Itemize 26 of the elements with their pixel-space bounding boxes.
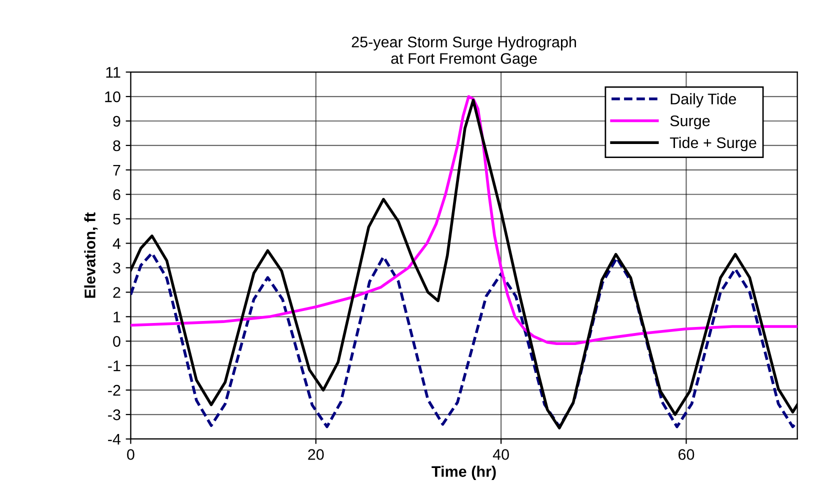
y-tick-label: 4: [112, 238, 121, 249]
legend-label: Tide + Surge: [670, 136, 756, 152]
x-tick-label: 40: [492, 449, 509, 460]
y-tick-label: -2: [108, 384, 120, 396]
x-tick-label: 20: [308, 449, 324, 460]
y-tick-label: 10: [105, 91, 120, 102]
y-tick-label: 11: [106, 67, 120, 78]
x-tick-label: 60: [678, 449, 694, 460]
x-axis-title: Time (hr): [432, 466, 496, 480]
y-axis-title: Elevation, ft: [84, 212, 98, 298]
y-tick-label: 7: [113, 164, 120, 176]
y-tick-label: 8: [113, 140, 120, 152]
y-tick-label: 2: [113, 287, 120, 298]
legend-label: Daily Tide: [670, 93, 736, 108]
y-tick-label: 1: [114, 312, 120, 322]
y-tick-label: 5: [113, 214, 120, 225]
y-tick-label: -1: [108, 360, 120, 372]
y-tick-label: 0: [113, 336, 120, 347]
chart-title: 25-year Storm Surge Hydrograph at Fort Fremont Gage: [352, 36, 576, 67]
y-tick-label: -4: [108, 434, 121, 445]
y-tick-label: 6: [113, 189, 120, 200]
legend-label: Surge: [670, 115, 710, 130]
y-tick-label: 9: [113, 116, 120, 127]
y-tick-label: 3: [113, 262, 120, 274]
x-tick-label: 0: [127, 449, 134, 460]
y-tick-label: -3: [108, 409, 120, 420]
